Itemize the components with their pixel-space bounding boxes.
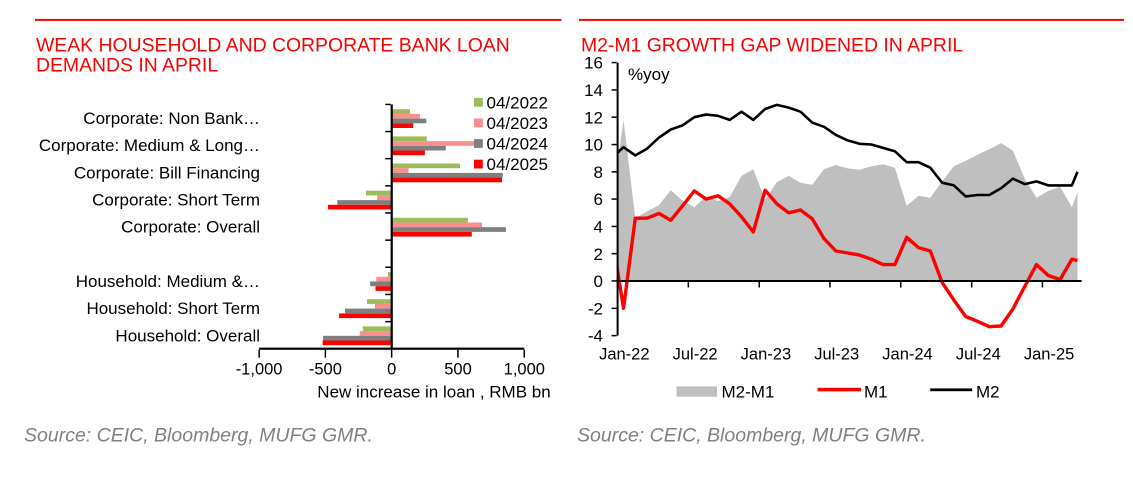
svg-text:%yoy: %yoy: [628, 65, 670, 84]
svg-text:-4: -4: [588, 327, 603, 346]
svg-text:Jan-23: Jan-23: [741, 346, 791, 364]
svg-text:DEMANDS IN APRIL: DEMANDS IN APRIL: [36, 55, 218, 77]
svg-text:14: 14: [584, 81, 603, 100]
svg-text:Jul-23: Jul-23: [814, 346, 859, 364]
svg-text:0: 0: [387, 360, 396, 378]
svg-text:Corporate: Medium & Long…: Corporate: Medium & Long…: [39, 136, 260, 155]
svg-text:-1,000: -1,000: [236, 360, 283, 378]
svg-text:12: 12: [584, 108, 603, 127]
svg-text:Jul-22: Jul-22: [673, 346, 718, 364]
svg-text:Jan-25: Jan-25: [1024, 346, 1074, 364]
svg-text:Jul-24: Jul-24: [956, 346, 1001, 364]
svg-text:Source: CEIC, Bloomberg, MUFG: Source: CEIC, Bloomberg, MUFG GMR.: [577, 424, 926, 446]
svg-text:-2: -2: [588, 299, 603, 318]
svg-text:Source: CEIC, Bloomberg, MUFG: Source: CEIC, Bloomberg, MUFG GMR.: [24, 424, 373, 446]
svg-text:M2-M1 GROWTH GAP WIDENED IN AP: M2-M1 GROWTH GAP WIDENED IN APRIL: [581, 35, 963, 57]
svg-text:04/2023: 04/2023: [487, 114, 548, 133]
svg-text:New increase in loan , RMB bn: New increase in loan , RMB bn: [317, 383, 550, 402]
svg-text:M1: M1: [864, 382, 888, 401]
svg-text:Household: Short Term: Household: Short Term: [86, 299, 260, 318]
svg-text:Household: Overall: Household: Overall: [115, 326, 260, 345]
svg-text:0: 0: [594, 272, 603, 291]
svg-text:6: 6: [594, 190, 603, 209]
svg-text:2: 2: [594, 245, 603, 264]
svg-text:8: 8: [594, 163, 603, 182]
svg-text:-500: -500: [309, 360, 342, 378]
svg-text:4: 4: [594, 218, 603, 237]
svg-text:M2-M1: M2-M1: [722, 382, 775, 401]
svg-text:WEAK HOUSEHOLD AND CORPORATE B: WEAK HOUSEHOLD AND CORPORATE BANK LOAN: [36, 35, 510, 57]
svg-text:500: 500: [444, 360, 472, 378]
svg-text:Corporate: Bill Financing: Corporate: Bill Financing: [74, 163, 260, 182]
svg-text:Jan-24: Jan-24: [882, 346, 932, 364]
svg-text:Corporate: Short Term: Corporate: Short Term: [92, 191, 260, 210]
svg-text:10: 10: [584, 136, 603, 155]
svg-text:Jan-22: Jan-22: [599, 346, 649, 364]
svg-text:Corporate: Non Bank…: Corporate: Non Bank…: [83, 109, 260, 128]
svg-text:1,000: 1,000: [504, 360, 545, 378]
svg-text:M2: M2: [976, 382, 1000, 401]
svg-text:04/2024: 04/2024: [487, 135, 548, 154]
svg-text:04/2022: 04/2022: [487, 93, 548, 112]
svg-text:Household: Medium &…: Household: Medium &…: [76, 272, 260, 291]
svg-text:04/2025: 04/2025: [487, 155, 548, 174]
svg-text:Corporate: Overall: Corporate: Overall: [121, 218, 260, 237]
svg-text:16: 16: [584, 54, 603, 73]
